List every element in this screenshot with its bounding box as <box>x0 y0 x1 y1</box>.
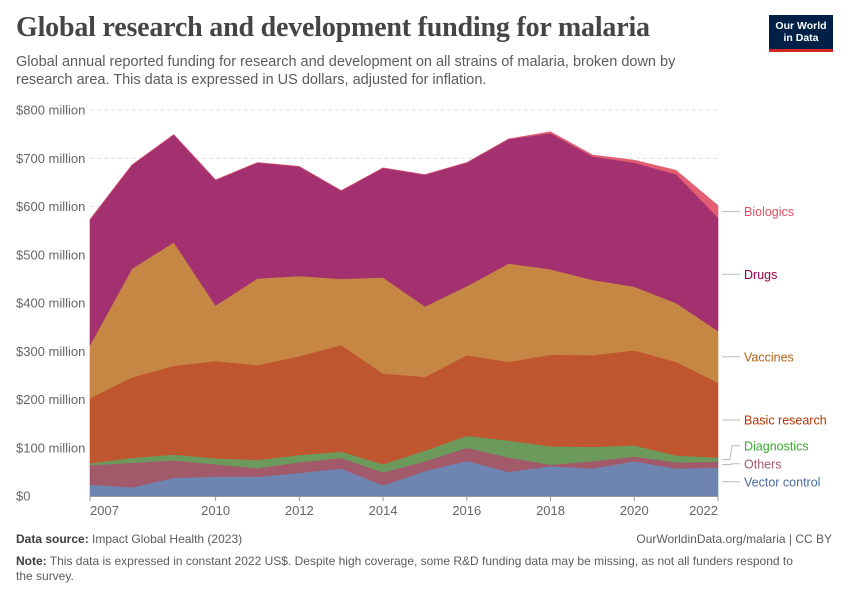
chart-title: Global research and development funding … <box>16 12 650 43</box>
axes: $0 $100 million $200 million $300 million $4… <box>16 103 719 518</box>
y-tick-label: $0 <box>16 489 30 504</box>
note-label: Note: <box>16 554 47 568</box>
x-tick-label: 2020 <box>620 503 649 518</box>
area-biologics <box>89 131 719 220</box>
chart-note: Note: This data is expressed in constant… <box>16 554 796 584</box>
source-label: Data source: <box>16 532 89 546</box>
x-tick-label: 2007 <box>90 503 119 518</box>
y-tick-label: $500 million <box>16 247 85 262</box>
logo-line-1: Our World <box>775 20 827 32</box>
y-tick-label: $700 million <box>16 151 85 166</box>
y-tick-label: $100 million <box>16 440 85 455</box>
x-tick-label: 2022 <box>689 503 718 518</box>
chart-subtitle: Global annual reported funding for resea… <box>16 54 676 88</box>
legend-label-vector-control: Vector control <box>744 475 820 489</box>
legend-label-biologics: Biologics <box>744 205 794 219</box>
x-tick-label: 2018 <box>536 503 565 518</box>
legend-label-vaccines: Vaccines <box>744 350 794 364</box>
legend-connector-diagnostics <box>722 445 740 461</box>
y-tick-label: $300 million <box>16 344 85 359</box>
source-text[interactable]: Impact Global Health (2023) <box>92 532 243 546</box>
x-tick-label: 2010 <box>201 503 230 518</box>
note-text: This data is expressed in constant 2022 … <box>16 554 793 583</box>
legend-connector-others <box>722 463 740 466</box>
y-tick-label: $400 million <box>16 296 85 311</box>
x-tick-label: 2016 <box>452 503 481 518</box>
legend-label-drugs: Drugs <box>744 268 777 282</box>
y-tick-label: $600 million <box>16 199 85 214</box>
x-tick-label: 2014 <box>369 503 398 518</box>
legend: Vector control Others Diagnostics Basic res… <box>722 205 827 489</box>
stacked-areas <box>89 131 719 497</box>
y-tick-label: $800 million <box>16 103 85 118</box>
logo-line-2: in Data <box>783 32 819 44</box>
y-tick-label: $200 million <box>16 392 85 407</box>
legend-label-basic-research: Basic research <box>744 414 827 428</box>
data-source: Data source: Impact Global Health (2023) <box>16 532 242 546</box>
area-chart: $0 $100 million $200 million $300 million $4… <box>16 103 827 519</box>
credit-link[interactable]: OurWorldinData.org/malaria | CC BY <box>636 532 832 546</box>
owid-logo[interactable]: Our World in Data <box>769 15 833 52</box>
legend-label-diagnostics: Diagnostics <box>744 439 809 453</box>
legend-label-others: Others <box>744 457 782 471</box>
x-tick-label: 2012 <box>285 503 314 518</box>
